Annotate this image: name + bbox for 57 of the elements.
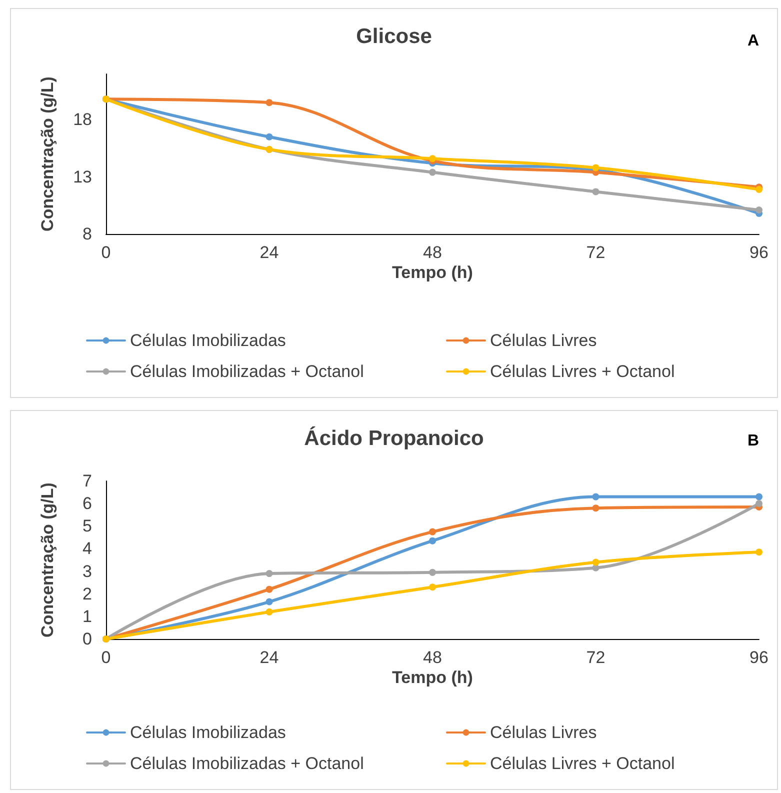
- legend-label: Células Livres + Octanol: [490, 754, 675, 773]
- chart-title: Ácido Propanoico: [304, 426, 484, 450]
- y-tick-label: 4: [82, 539, 92, 558]
- x-tick-label: 0: [101, 648, 111, 667]
- point: [429, 528, 436, 536]
- x-tick-label: 96: [750, 243, 768, 262]
- y-tick-label: 3: [82, 562, 92, 581]
- legend-label: Células Livres: [490, 723, 597, 742]
- point: [266, 586, 273, 593]
- x-tick-label: 72: [586, 648, 606, 667]
- text: B: [747, 432, 760, 450]
- y-axis-title: Concentração (g/L): [38, 76, 57, 232]
- x-tick-label: 72: [586, 243, 606, 262]
- y-tick-label: 6: [82, 494, 92, 514]
- legend-label: Células Livres + Octanol: [490, 362, 675, 381]
- y-tick-label: 8: [82, 224, 92, 244]
- point: [429, 168, 436, 176]
- legend-label: Células Imobilizadas: [130, 331, 286, 350]
- x-tick-label: 96: [750, 648, 768, 667]
- point: [592, 493, 600, 500]
- x-tick-label: 48: [423, 243, 442, 262]
- x-tick-label: 24: [260, 243, 279, 262]
- point: [429, 584, 436, 591]
- point: [266, 99, 273, 106]
- x-tick-label: 48: [423, 648, 442, 667]
- y-tick-label: 0: [82, 630, 92, 648]
- point: [266, 570, 273, 578]
- text: A: [747, 32, 760, 50]
- point: [756, 500, 762, 508]
- point: [592, 558, 600, 566]
- y-axis-title: Concentração (g/L): [38, 482, 57, 638]
- legend-label: Células Imobilizadas + Octanol: [130, 754, 364, 773]
- point: [592, 504, 600, 512]
- point: [266, 598, 273, 606]
- point: [429, 537, 436, 544]
- y-tick-label: 13: [73, 167, 92, 186]
- legend-label: Células Imobilizadas: [130, 723, 286, 742]
- point: [756, 548, 762, 556]
- x-axis-title: Tempo (h): [392, 668, 473, 687]
- point: [592, 188, 600, 196]
- y-tick-label: 7: [82, 472, 92, 490]
- x-axis-title: Tempo (h): [392, 263, 473, 282]
- y-tick-label: 18: [73, 110, 92, 130]
- x-tick-label: 0: [101, 243, 111, 262]
- legend-label: Células Imobilizadas + Octanol: [130, 362, 364, 381]
- point: [592, 164, 600, 172]
- y-tick-label: 5: [82, 516, 92, 536]
- point: [266, 133, 273, 140]
- y-tick-label: 2: [82, 584, 92, 604]
- chart-title: Glicose: [356, 25, 432, 48]
- point: [429, 568, 436, 576]
- point: [266, 608, 273, 616]
- x-tick-label: 24: [260, 648, 279, 667]
- point: [756, 206, 762, 214]
- legend-label: Células Livres: [490, 331, 597, 350]
- point: [756, 493, 762, 500]
- y-tick-label: 1: [82, 606, 92, 626]
